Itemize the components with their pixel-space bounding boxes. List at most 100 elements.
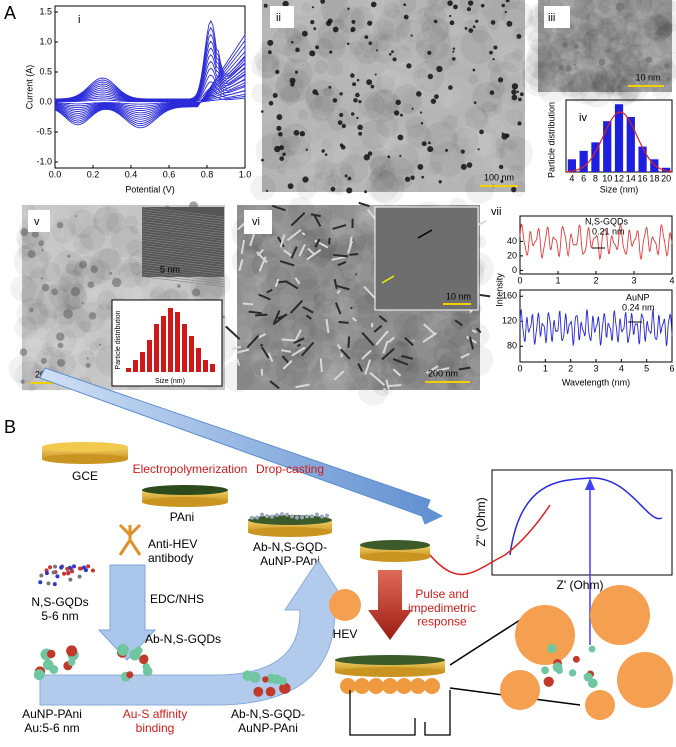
- panel-label: v: [34, 216, 40, 228]
- texture: [41, 321, 57, 336]
- texture: [541, 73, 565, 97]
- texture: [370, 155, 391, 177]
- texture: [306, 92, 324, 110]
- texture: [89, 270, 121, 302]
- process-arrow: [39, 367, 444, 525]
- x-tick-label: 0.0: [49, 169, 62, 179]
- texture: [326, 363, 348, 385]
- inset-bar: [154, 324, 159, 372]
- fiber: [281, 338, 297, 342]
- texture: [54, 341, 91, 378]
- inset-hist: [111, 299, 223, 387]
- texture: [237, 255, 269, 287]
- texture: [79, 320, 92, 333]
- particle: [427, 50, 432, 55]
- texture: [627, 43, 644, 60]
- x-tick-label: 3: [593, 363, 598, 373]
- texture: [629, 72, 662, 105]
- bead: [295, 515, 299, 520]
- inset-bar: [133, 360, 138, 372]
- atom: [62, 571, 67, 576]
- particle: [355, 92, 360, 98]
- texture: [528, 70, 551, 93]
- bead: [260, 512, 264, 517]
- texture: [34, 346, 67, 379]
- texture: [431, 0, 445, 8]
- texture: [469, 355, 489, 375]
- particle: [260, 110, 264, 113]
- texture: [317, 174, 333, 190]
- texture: [467, 73, 479, 85]
- texture: [323, 174, 344, 195]
- texture: [436, 346, 452, 362]
- texture: [447, 362, 475, 390]
- texture: [282, 58, 313, 89]
- annotation: 0.21 nm: [592, 226, 625, 236]
- texture: [348, 262, 382, 296]
- texture: [63, 293, 81, 310]
- texture: [79, 289, 95, 305]
- texture: [416, 6, 436, 27]
- texture: [616, 80, 634, 98]
- atom: [38, 580, 43, 585]
- fiber: [231, 345, 242, 350]
- particle: [428, 141, 431, 145]
- fiber: [361, 332, 375, 347]
- texture: [118, 232, 143, 257]
- texture: [610, 83, 624, 97]
- schematic-label: Electropolymerization: [133, 462, 248, 476]
- texture: [588, 65, 608, 84]
- texture: [433, 171, 447, 186]
- schematic-label-line: impedimetric: [408, 601, 476, 615]
- modified-disk-top: [248, 515, 332, 525]
- texture: [560, 73, 590, 102]
- texture: [537, 74, 567, 104]
- texture: [509, 164, 524, 179]
- texture: [568, 69, 604, 105]
- schematic-label: PAni: [170, 510, 194, 524]
- texture: [275, 353, 309, 387]
- texture: [576, 42, 587, 53]
- texture: [631, 60, 662, 92]
- lattice: [141, 240, 225, 251]
- texture: [368, 170, 382, 184]
- texture: [491, 103, 503, 115]
- texture: [368, 360, 383, 374]
- texture: [324, 57, 358, 91]
- texture: [400, 357, 432, 389]
- texture: [392, 177, 419, 203]
- process-arrow: [97, 564, 157, 661]
- x-tick-label: 10: [602, 173, 612, 183]
- particle: [276, 125, 282, 131]
- particle: [449, 20, 455, 26]
- red-arrow: [429, 554, 506, 576]
- particle: [353, 98, 358, 103]
- particle: [493, 45, 498, 50]
- texture: [294, 343, 311, 360]
- texture: [394, 41, 426, 73]
- texture: [535, 1, 546, 13]
- x-tick-label: 18: [649, 173, 659, 183]
- texture: [429, 141, 466, 177]
- texture: [541, 67, 555, 81]
- texture: [573, 29, 600, 57]
- marker: [381, 275, 395, 284]
- panel-label: A: [4, 3, 16, 23]
- texture: [647, 58, 667, 78]
- texture: [460, 29, 495, 64]
- texture: [596, 8, 629, 40]
- texture: [587, 0, 617, 25]
- texture: [452, 116, 475, 139]
- lattice: [141, 223, 225, 235]
- fiber: [363, 285, 376, 299]
- texture: [83, 304, 113, 334]
- lattice: [141, 276, 225, 287]
- atom: [77, 574, 82, 579]
- texture: [610, 44, 630, 63]
- texture: [63, 235, 80, 253]
- series-name: AuNP: [626, 292, 650, 302]
- texture: [640, 45, 671, 76]
- texture: [41, 342, 56, 357]
- schematic-label: GCE: [72, 469, 98, 483]
- y-tick-label: -1.0: [36, 156, 52, 166]
